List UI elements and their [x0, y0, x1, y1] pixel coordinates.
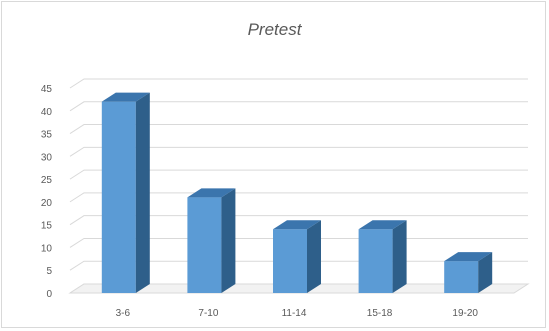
chart-title: Pretest	[247, 20, 302, 39]
bar	[101, 92, 150, 294]
x-axis-ticks: 3-6 7-10 11-14 15-18 19-20	[116, 308, 479, 319]
y-tick-label: 20	[41, 198, 53, 209]
bar	[187, 188, 236, 293]
bar	[358, 220, 407, 293]
bar-top	[101, 92, 150, 102]
y-tick-label: 10	[41, 243, 53, 254]
y-tick-label: 45	[41, 84, 53, 95]
y-tick-label: 15	[41, 221, 53, 232]
gridline	[69, 101, 528, 112]
x-tick-label: 3-6	[116, 308, 131, 319]
bar-front	[187, 197, 222, 293]
y-tick-label: 5	[46, 266, 52, 277]
bar-side	[392, 220, 407, 293]
y-tick-label: 0	[46, 289, 52, 300]
gridline	[69, 215, 528, 226]
bar	[444, 252, 493, 293]
gridline	[69, 78, 528, 89]
x-tick-label: 15-18	[367, 308, 393, 319]
y-tick-label: 25	[41, 175, 53, 186]
y-axis-ticks: 0 5 10 15 20 25 30 35 40 45	[41, 84, 53, 300]
bars	[101, 92, 493, 294]
bar-side	[135, 92, 150, 294]
gridline	[69, 169, 528, 180]
bar-front	[101, 101, 136, 294]
bar-top	[187, 188, 236, 198]
bar-front	[273, 229, 307, 293]
gridline	[69, 192, 528, 203]
bar-side	[478, 252, 493, 293]
bar-front	[444, 261, 479, 293]
x-tick-label: 19-20	[452, 308, 478, 319]
x-tick-label: 11-14	[282, 308, 307, 319]
gridline	[69, 146, 528, 157]
y-tick-label: 30	[41, 152, 53, 163]
bar	[273, 220, 321, 293]
y-tick-label: 35	[41, 130, 53, 141]
bar-side	[307, 220, 321, 293]
bar-side	[221, 188, 236, 293]
bar-top	[358, 220, 407, 230]
bar-front	[358, 229, 393, 293]
gridline	[69, 124, 528, 134]
bar-top	[273, 220, 321, 230]
y-tick-label: 40	[41, 107, 53, 118]
gridlines	[69, 78, 528, 294]
bar-top	[444, 252, 493, 262]
x-tick-label: 7-10	[198, 308, 218, 319]
